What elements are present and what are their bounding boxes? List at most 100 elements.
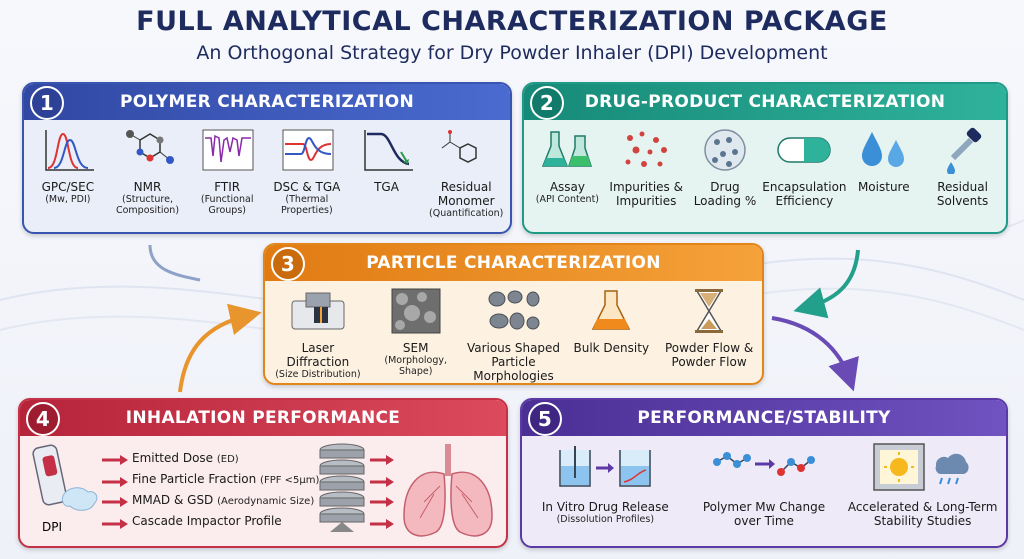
- icon-shape: [625, 131, 668, 167]
- icon-shape: [488, 290, 540, 330]
- icon: [202, 129, 254, 171]
- item: Laser Diffraction (Size Distribution): [269, 287, 367, 383]
- icon-shape: [641, 161, 648, 167]
- icon: [125, 130, 174, 164]
- panel: 3 PARTICLE CHARACTERIZATION Laser Diffract…: [263, 243, 764, 385]
- icon-shape: [722, 452, 731, 460]
- icon-shape: [319, 481, 365, 491]
- icon-shape: [883, 452, 914, 482]
- icon-shape: [946, 477, 951, 485]
- icon: [777, 137, 832, 163]
- icon-shape: [701, 319, 718, 329]
- icon-shape: [569, 156, 592, 166]
- icon-shape: [776, 468, 785, 476]
- panel-header: 5 PERFORMANCE/STABILITY: [522, 400, 1006, 436]
- item-note: (Thermal Properties): [280, 194, 333, 216]
- panel-header: 3 PARTICLE CHARACTERIZATION: [265, 245, 762, 281]
- icon-shape: [136, 148, 143, 156]
- icon-shape: [711, 157, 718, 163]
- icon-shape: [403, 471, 446, 537]
- icon-shape: [416, 292, 427, 302]
- icon: [946, 127, 981, 174]
- item-row: GPC/SEC (Mw, PDI) NMR (Structure, Compositi…: [24, 120, 510, 219]
- icon-shape: [954, 477, 959, 485]
- measurement-note: (FPF <5µm): [260, 475, 320, 486]
- icon-shape: [138, 133, 161, 159]
- icon-shape: [780, 459, 812, 473]
- icon-shape: [330, 522, 354, 532]
- item: Residual Solvents: [923, 126, 1002, 208]
- icon-shape: [386, 455, 394, 465]
- item: Encapsulation Efficiency: [762, 126, 847, 208]
- item-note: (Morphology, Shape): [384, 355, 447, 377]
- panel-title: POLYMER CHARACTERIZATION: [119, 92, 415, 112]
- icon-shape: [946, 162, 955, 174]
- icon-shape: [793, 249, 860, 319]
- icon: [559, 446, 652, 487]
- item-label: Drug Loading %: [693, 180, 757, 208]
- panel-number: 1: [30, 86, 64, 120]
- panel: 2 DRUG-PRODUCT CHARACTERIZATION Assay (API …: [522, 82, 1008, 234]
- inhalation-body: DPI Emitted Dose (ED) Fine Particle Fracti…: [20, 436, 506, 544]
- icon-shape: [625, 159, 631, 165]
- icon-shape: [639, 131, 645, 137]
- icon: [695, 289, 724, 333]
- item-label: Moisture: [857, 180, 910, 194]
- item-label: Encapsulation Efficiency: [762, 180, 847, 208]
- panel: 1 POLYMER CHARACTERIZATION GPC/SEC (Mw, PDI…: [22, 82, 512, 234]
- item: Impurities & Impurities: [607, 126, 686, 208]
- item-label: SEM: [402, 341, 429, 355]
- panel: 4 INHALATION PERFORMANCE DPI Emitted Dose (…: [18, 398, 508, 548]
- icon: [291, 292, 345, 330]
- icon: [441, 130, 477, 163]
- icon-shape: [732, 460, 741, 468]
- measurement-label: MMAD & GSD: [132, 493, 214, 507]
- icon-shape: [889, 458, 908, 476]
- icon-shape: [806, 456, 815, 464]
- icon-shape: [120, 519, 128, 529]
- icon-shape: [543, 158, 568, 166]
- icon-shape: [712, 452, 815, 468]
- measurement: Cascade Impactor Profile: [132, 514, 282, 528]
- icon-shape: [419, 485, 479, 519]
- item: Drug Loading %: [686, 126, 765, 208]
- icon-shape: [661, 147, 668, 153]
- icon-shape: [120, 497, 128, 507]
- icon-shape: [305, 292, 331, 308]
- icon-shape: [156, 136, 163, 144]
- icon: [712, 452, 815, 476]
- item-label: Accelerated & Long-Term Stability Studie…: [847, 500, 998, 528]
- icon-shape: [363, 130, 413, 171]
- item-note: (Mw, PDI): [45, 194, 91, 205]
- icon-shape: [776, 464, 805, 476]
- item-label: Various Shaped Particle Morphologies: [466, 341, 561, 383]
- item-label: NMR: [133, 180, 162, 194]
- icon-shape: [450, 471, 493, 537]
- item-row: In Vitro Drug Release (Dissolution Profil…: [522, 436, 1006, 528]
- measurement-label: Cascade Impactor Profile: [132, 514, 282, 528]
- item-label: Impurities & Impurities: [609, 180, 683, 208]
- item-row: Assay (API Content) Impurities & Impuritie…: [524, 120, 1006, 208]
- item: NMR (Structure, Composition): [108, 126, 188, 219]
- icon-shape: [402, 159, 409, 164]
- icon-shape: [771, 316, 859, 392]
- icon-shape: [700, 293, 719, 307]
- icon-shape: [53, 138, 89, 169]
- device-label: DPI: [42, 520, 63, 534]
- icon-shape: [796, 464, 805, 472]
- item-row: Laser Diffraction (Size Distribution) SEM(…: [265, 281, 762, 383]
- icon-shape: [647, 149, 653, 155]
- icon: [363, 130, 413, 171]
- icon-shape: [47, 132, 79, 169]
- icon-shape: [386, 477, 394, 487]
- icon: [704, 129, 746, 171]
- measurement-note: (Aerodynamic Size): [217, 496, 315, 507]
- item: In Vitro Drug Release (Dissolution Profil…: [530, 442, 680, 528]
- icon-shape: [593, 319, 630, 329]
- icon-shape: [395, 293, 408, 305]
- icon-shape: [935, 453, 969, 474]
- panel-number: 2: [530, 86, 564, 120]
- measurement: Fine Particle Fraction (FPF <5µm): [132, 472, 319, 486]
- icon-shape: [742, 454, 751, 462]
- icon-shape: [712, 458, 721, 466]
